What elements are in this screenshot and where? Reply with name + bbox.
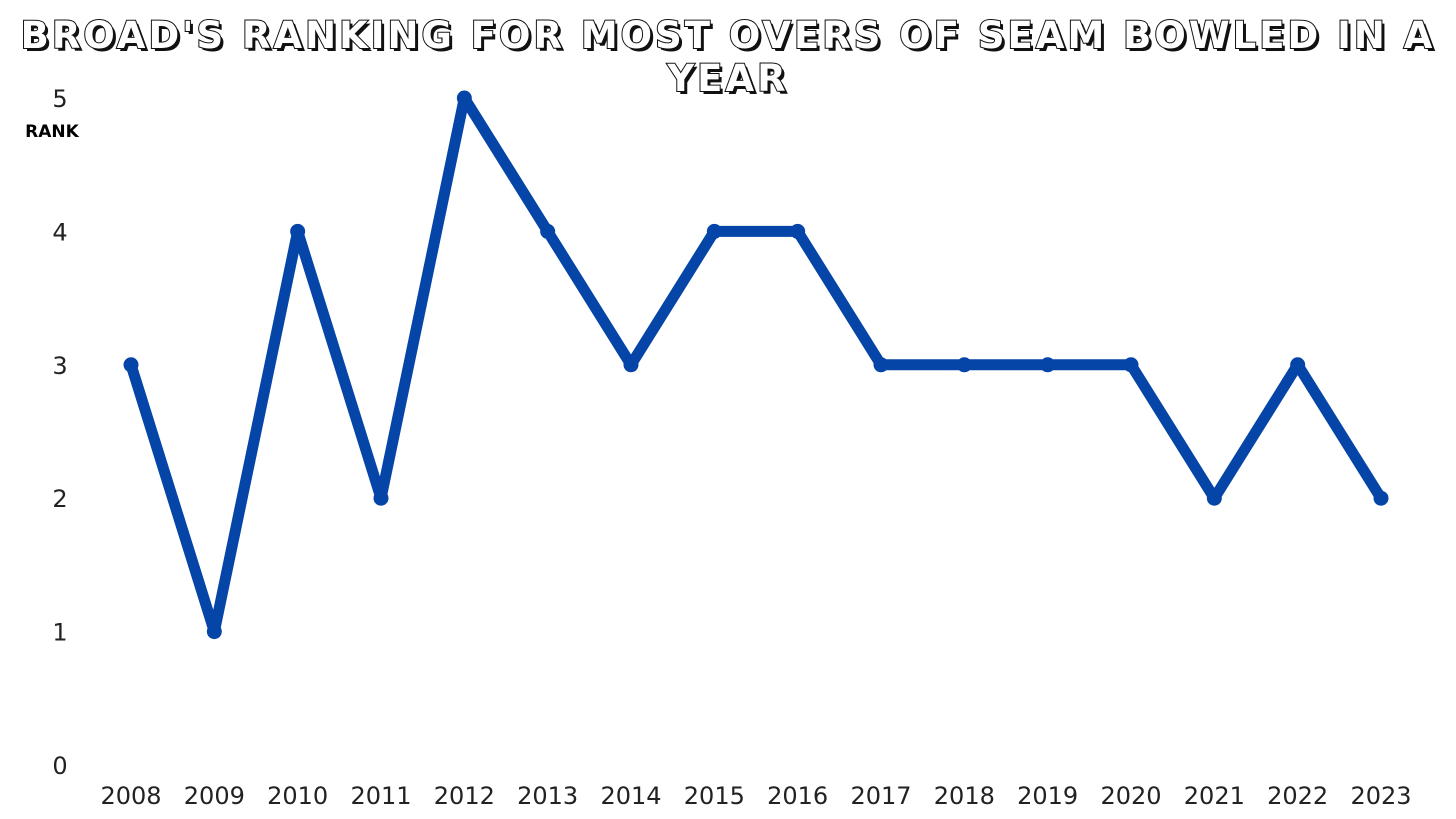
y-axis-ticks: 0 1 2 3 4 5 — [52, 85, 67, 780]
data-point — [1123, 357, 1139, 373]
data-point — [206, 624, 222, 640]
x-tick-label: 2021 — [1184, 782, 1245, 810]
chart-title: Broad's ranking for most overs of seam b… — [20, 13, 1436, 101]
x-tick-label: 2008 — [100, 782, 161, 810]
data-point — [540, 223, 556, 239]
data-point — [706, 223, 722, 239]
data-point — [123, 357, 139, 373]
x-tick-label: 2022 — [1267, 782, 1328, 810]
x-tick-label: 2009 — [184, 782, 245, 810]
x-tick-label: 2020 — [1100, 782, 1161, 810]
x-axis-ticks: 2008 2009 2010 2011 2012 2013 2014 2015 2016 2017… — [100, 782, 1411, 810]
x-tick-label: 2017 — [850, 782, 911, 810]
x-tick-label: 2014 — [600, 782, 661, 810]
y-tick-label: 2 — [52, 485, 67, 513]
y-tick-label: 0 — [52, 752, 67, 780]
data-point — [1040, 357, 1056, 373]
data-point — [290, 223, 306, 239]
data-point — [790, 223, 806, 239]
series-group — [123, 90, 1389, 640]
data-point — [1206, 490, 1222, 506]
x-tick-label: 2018 — [934, 782, 995, 810]
y-tick-label: 4 — [52, 218, 67, 246]
y-axis-label-group: RANK — [25, 122, 79, 142]
y-axis-label: RANK — [25, 122, 79, 142]
x-tick-label: 2023 — [1350, 782, 1411, 810]
data-point — [873, 357, 889, 373]
x-tick-label: 2010 — [267, 782, 328, 810]
x-tick-label: 2012 — [434, 782, 495, 810]
y-tick-label: 3 — [52, 352, 67, 380]
y-tick-label: 1 — [52, 619, 67, 647]
x-tick-label: 2011 — [350, 782, 411, 810]
data-point — [956, 357, 972, 373]
data-point — [373, 490, 389, 506]
data-point — [1373, 490, 1389, 506]
x-tick-label: 2016 — [767, 782, 828, 810]
data-point — [456, 90, 472, 106]
data-point — [1290, 357, 1306, 373]
x-tick-label: 2013 — [517, 782, 578, 810]
y-tick-label: 5 — [52, 85, 67, 113]
x-tick-label: 2019 — [1017, 782, 1078, 810]
x-tick-label: 2015 — [684, 782, 745, 810]
data-point — [623, 357, 639, 373]
series-line — [125, 92, 1387, 638]
